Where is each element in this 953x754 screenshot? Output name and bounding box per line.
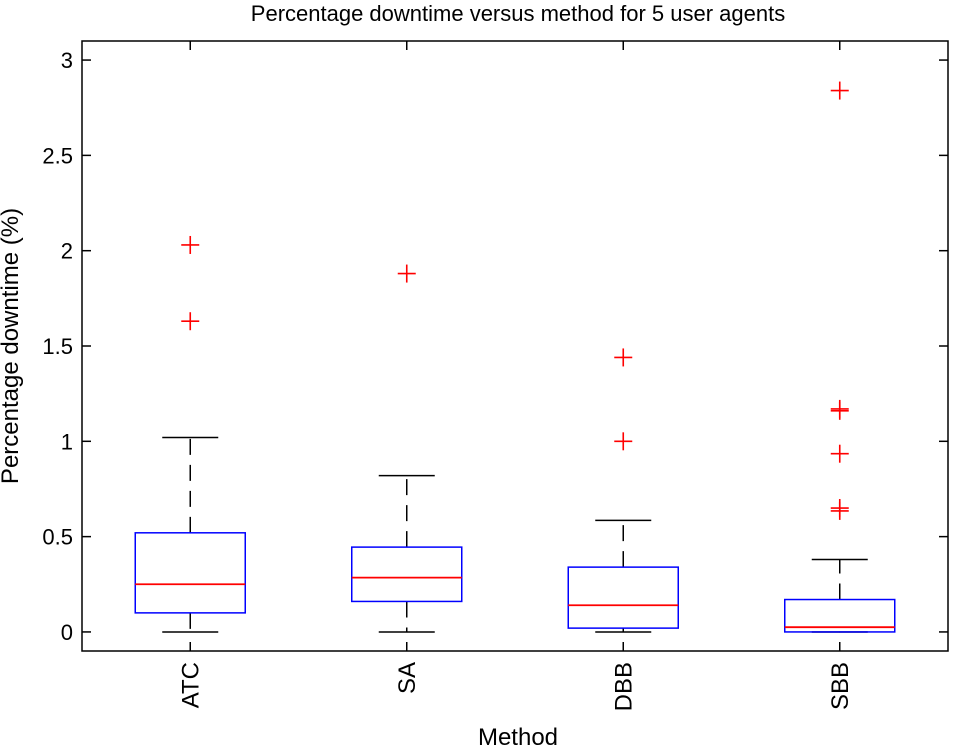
- iqr-box: [351, 546, 463, 603]
- x-axis-label: Method: [478, 724, 558, 749]
- axes: 0 0.5 1 1.5 2 2.5 3 ATC SA DBB SBB: [42, 40, 949, 711]
- outlier-marker: [181, 312, 200, 331]
- outlier-marker: [614, 348, 633, 367]
- y-tick-label: 0.5: [42, 525, 73, 550]
- outlier-marker: [830, 81, 849, 100]
- y-tick-label: 1: [61, 429, 73, 454]
- y-tick-label: 2.5: [42, 143, 73, 168]
- chart-title: Percentage downtime versus method for 5 …: [251, 1, 785, 26]
- y-tick-label: 2: [61, 239, 73, 264]
- box-group: [351, 264, 463, 633]
- outlier-marker: [397, 264, 416, 283]
- iqr-box: [567, 566, 679, 629]
- y-tick-label: 3: [61, 48, 73, 73]
- outlier-marker: [181, 235, 200, 254]
- x-tick-label: SBB: [827, 662, 854, 710]
- x-tick-label: ATC: [177, 662, 204, 708]
- x-tick-label: SA: [394, 662, 421, 694]
- iqr-box: [134, 532, 246, 614]
- iqr-box: [784, 598, 896, 633]
- plot-marks: [134, 81, 896, 633]
- outlier-marker: [830, 499, 849, 518]
- y-tick-label: 0: [61, 620, 73, 645]
- y-tick-label: 1.5: [42, 334, 73, 359]
- outlier-marker: [830, 444, 849, 463]
- y-axis-label: Percentage downtime (%): [0, 208, 24, 484]
- outlier-marker: [614, 432, 633, 451]
- box-group: [784, 81, 896, 633]
- x-tick-label: DBB: [610, 662, 637, 711]
- outlier-marker: [830, 399, 849, 418]
- box-group: [134, 235, 246, 633]
- box-group: [567, 348, 679, 633]
